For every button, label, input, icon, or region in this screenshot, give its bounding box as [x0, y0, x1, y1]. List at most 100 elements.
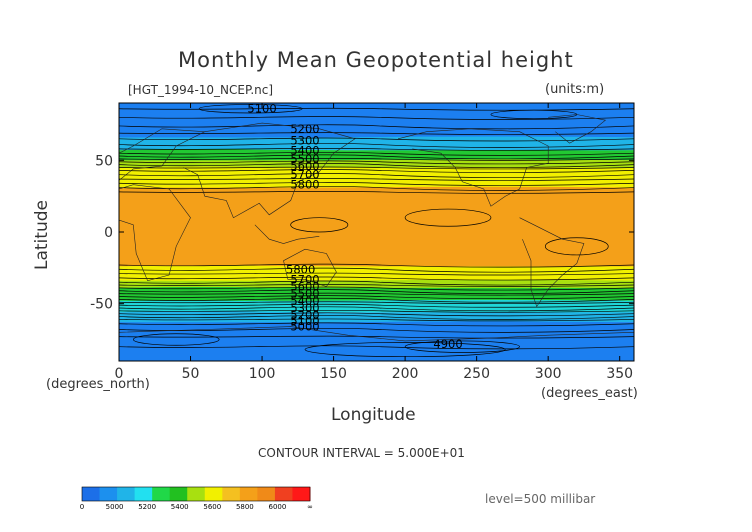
closed-contour — [404, 208, 492, 227]
x-tick-label: 350 — [606, 366, 633, 382]
contour-line — [119, 312, 634, 317]
contour-line — [119, 306, 634, 312]
chart-title: Monthly Mean Geopotential height — [178, 48, 574, 72]
contour-label: 5500 — [290, 152, 319, 166]
contour-label: 5800 — [286, 262, 315, 276]
contour-line — [119, 267, 634, 273]
contour-band-fill — [119, 160, 634, 168]
contour-line — [119, 124, 634, 130]
closed-contour — [544, 237, 609, 256]
contour-label: 4900 — [433, 337, 462, 351]
continent-outline — [283, 248, 337, 287]
continent-outline — [254, 224, 320, 244]
contour-line — [119, 315, 634, 320]
closed-contour — [404, 340, 520, 353]
contour-line — [119, 284, 634, 287]
contour-line — [119, 163, 634, 168]
contour-band-fill — [119, 187, 634, 267]
continent-outline — [183, 122, 356, 219]
contour-line — [119, 345, 634, 350]
contour-line — [119, 182, 634, 186]
x-tick-label: 250 — [463, 366, 490, 382]
contour-line — [119, 116, 634, 120]
contour-line — [119, 169, 634, 173]
x-tick-label: 200 — [392, 366, 419, 382]
colorbar-swatch — [274, 487, 293, 501]
colorbar-label: ∞ — [307, 503, 313, 511]
colorbar-swatch — [134, 487, 153, 501]
contour-line — [119, 166, 634, 170]
contour-line — [119, 292, 634, 296]
contour-line — [119, 263, 634, 268]
colorbar-label: 5200 — [138, 503, 156, 511]
y-axis: 50 0 -50 — [90, 153, 634, 313]
continent-outline — [397, 128, 549, 207]
colorbar-label: 5000 — [106, 503, 124, 511]
colorbar-swatch — [187, 487, 206, 501]
colorbar-swatch — [117, 487, 136, 501]
contour-label: 5100 — [290, 314, 319, 328]
contour-label: 5200 — [290, 122, 319, 136]
x-tick-label: 50 — [182, 366, 200, 382]
colorbar-swatch — [82, 487, 101, 501]
continent-outlines — [119, 114, 634, 342]
contour-lines — [119, 104, 634, 358]
contour-labels: 5100520053005400550056005700580058005700… — [247, 102, 462, 351]
contour-line — [119, 295, 634, 300]
closed-contour — [132, 333, 220, 346]
source-label: [HGT_1994-10_NCEP.nc] — [128, 83, 274, 97]
continent-outline — [119, 326, 634, 342]
contour-line — [119, 143, 634, 148]
colorbar-label: 5600 — [203, 503, 221, 511]
y-tick-label: 50 — [95, 153, 113, 169]
contour-line — [119, 327, 634, 333]
colorbar: 0 5000 5200 5400 5600 5800 6000 ∞ — [80, 486, 313, 511]
contour-label: 5400 — [290, 143, 319, 157]
contour-label: 5300 — [290, 301, 319, 315]
x-axis-title: Longitude — [331, 405, 416, 425]
contour-label: 5000 — [290, 320, 319, 334]
contour-line — [119, 272, 634, 276]
contour-line — [119, 147, 634, 151]
x-tick-label: 0 — [115, 366, 124, 382]
contour-line — [119, 309, 634, 313]
colorbar-label: 5400 — [171, 503, 189, 511]
colorbar-swatch — [239, 487, 258, 501]
colorbar-swatch — [99, 487, 118, 501]
colorbar-swatch — [292, 487, 311, 501]
x-axis: 0 50 100 150 200 250 300 350 — [115, 103, 633, 382]
contour-band-fill — [119, 137, 634, 151]
contour-band-fill — [119, 103, 634, 138]
contour-line — [119, 322, 634, 327]
contour-line — [119, 157, 634, 161]
contour-interval-text: CONTOUR INTERVAL = 5.000E+01 — [258, 446, 465, 460]
contour-line — [119, 154, 634, 160]
contour-band-fill — [119, 280, 634, 288]
contour-line — [119, 289, 634, 295]
contour-line — [119, 137, 634, 142]
contour-label: 5100 — [247, 102, 276, 116]
colorbar-label: 0 — [80, 503, 84, 511]
colorbar-frame — [81, 486, 311, 502]
colorbar-swatch — [152, 487, 171, 501]
contour-line — [119, 301, 634, 305]
contour-bands — [119, 103, 634, 361]
contour-band-fill — [119, 322, 634, 361]
closed-contour — [198, 104, 303, 114]
contour-label: 5600 — [290, 279, 319, 293]
contour-line — [119, 297, 634, 303]
x-tick-label: 300 — [535, 366, 562, 382]
contour-label: 5200 — [290, 308, 319, 322]
contour-band-fill — [119, 150, 634, 161]
continent-outline — [548, 114, 607, 144]
colorbar-swatch — [204, 487, 223, 501]
contour-line — [119, 151, 634, 156]
contour-label: 5300 — [290, 133, 319, 147]
contour-line — [119, 335, 634, 339]
contour-line — [119, 186, 634, 191]
contour-label: 5800 — [290, 178, 319, 192]
contour-line — [119, 280, 634, 286]
contour-line — [119, 178, 634, 181]
contour-label: 5600 — [290, 159, 319, 173]
